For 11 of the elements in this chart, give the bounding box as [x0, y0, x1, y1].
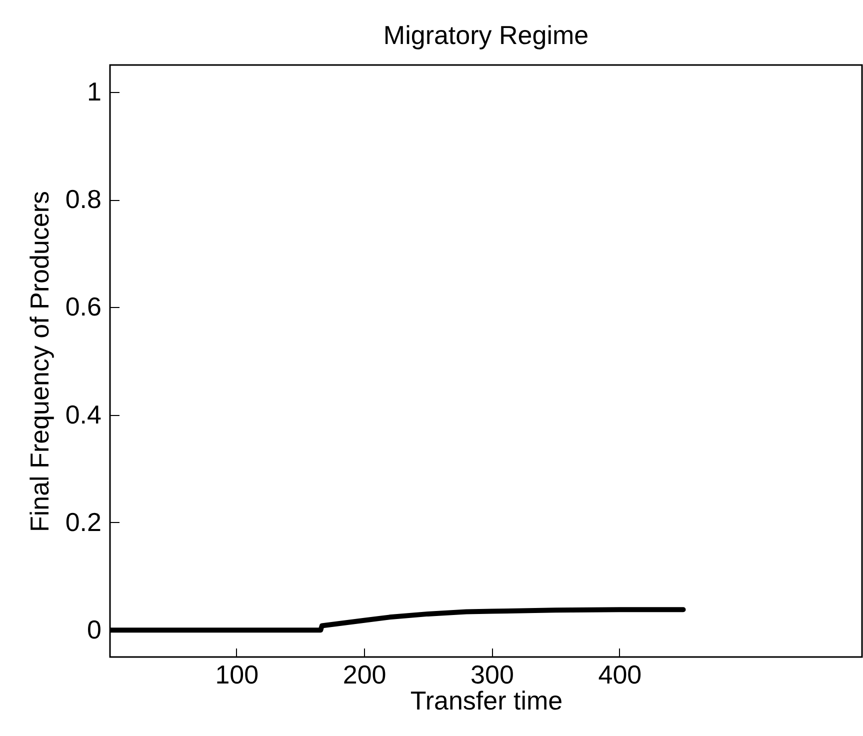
- chart-title: Migratory Regime: [383, 20, 589, 50]
- x-tick-label: 200: [342, 660, 386, 690]
- x-tick-label: 100: [215, 660, 259, 690]
- y-tick-label: 0.8: [65, 184, 102, 214]
- x-tick-label: 400: [598, 660, 642, 690]
- y-tick-label: 0.4: [65, 399, 102, 430]
- y-tick-label: 0: [87, 614, 102, 645]
- y-tick-label: 1: [87, 76, 102, 106]
- y-axis-title: Final Frequency of Producers: [24, 190, 54, 532]
- y-tick-label: 0.6: [65, 292, 102, 322]
- y-tick-label: 0.2: [65, 506, 102, 537]
